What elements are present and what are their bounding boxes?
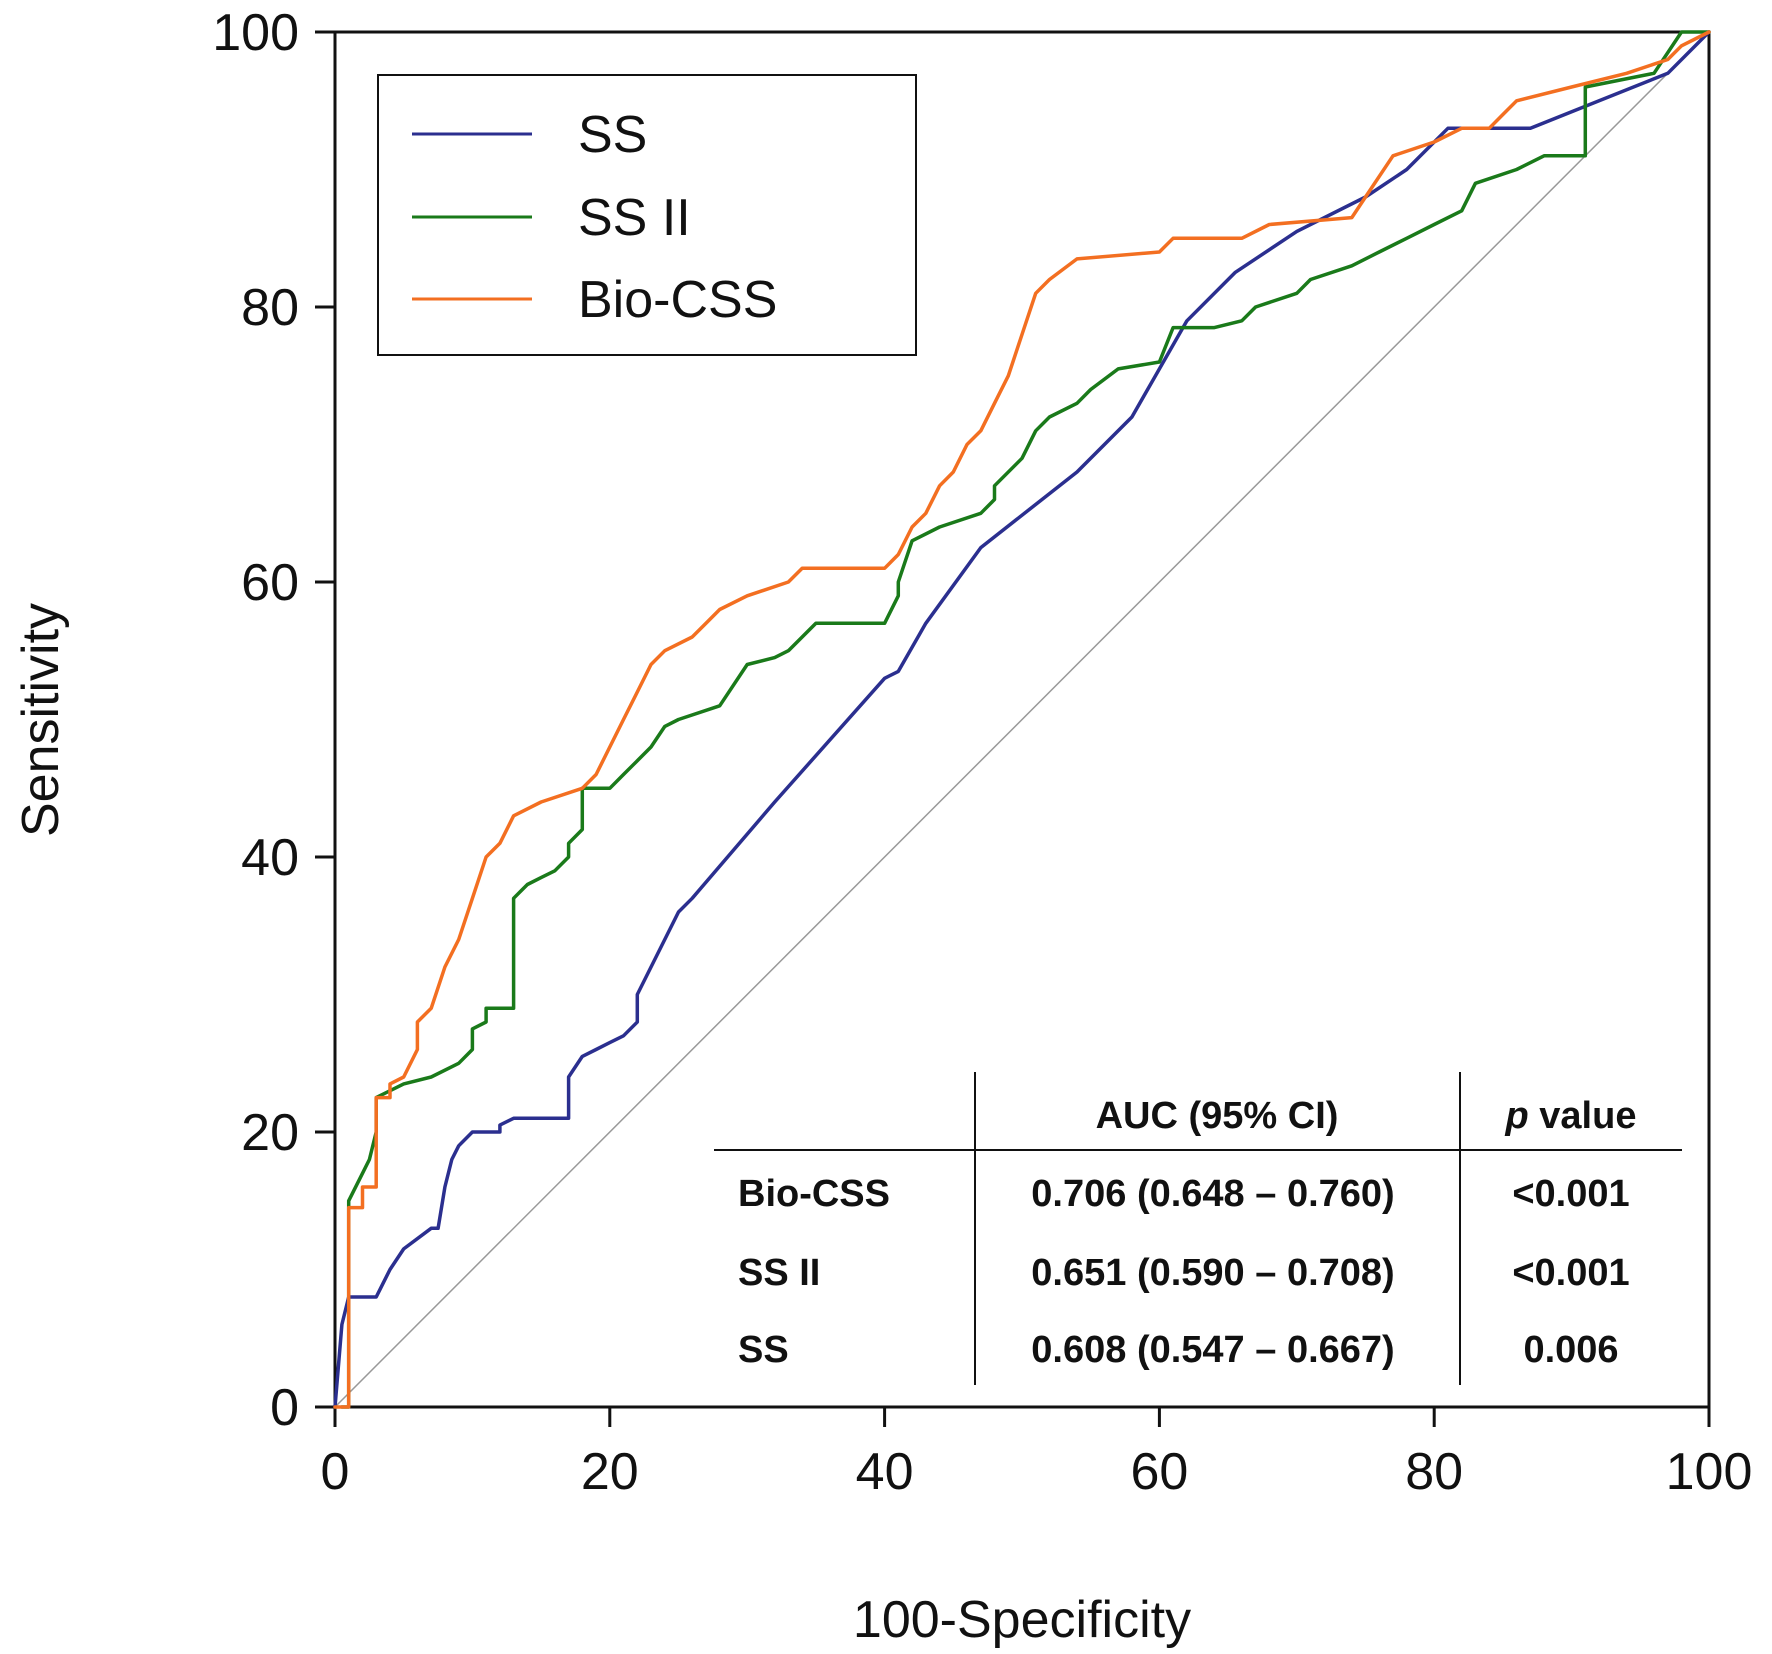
x-tick-label: 0 [321,1443,350,1501]
plot-frame [333,30,1711,1409]
auc-row-auc: 0.651 (0.590 – 0.708) [1031,1252,1394,1294]
y-tick-label: 80 [241,279,299,337]
y-tick-label: 20 [241,1104,299,1162]
x-axis-title: 100-Specificity [853,1591,1191,1649]
x-tick-label: 40 [856,1443,914,1501]
reference-layer [334,31,1710,1408]
legend-label-bio-css: Bio-CSS [578,271,777,329]
y-tick-label: 60 [241,554,299,612]
auc-row-model: SS [738,1329,789,1371]
y-axis-title: Sensitivity [12,603,70,837]
y-tick-label: 40 [241,829,299,887]
legend-label-ss-ii: SS II [578,189,691,247]
x-tick-label: 100 [1666,1443,1753,1501]
x-tick-label: 20 [581,1443,639,1501]
y-tick-label: 0 [270,1379,299,1437]
y-tick-label: 100 [212,4,299,62]
auc-table-header-p: p value [1505,1095,1637,1137]
roc-curve-ss-ii [340,30,1711,1409]
x-tick-label: 80 [1405,1443,1463,1501]
tick-layer: 0 20 40 60 80 100 0 20 40 60 80 100 [212,4,1752,1501]
roc-curve-bio-css [333,30,1711,1409]
auc-table-background [714,1068,1682,1386]
legend: SS SS II Bio-CSS [377,74,917,356]
reference-diagonal-line [334,31,1710,1408]
auc-table-header-auc: AUC (95% CI) [1096,1095,1339,1137]
x-tick-label: 60 [1130,1443,1188,1501]
auc-row-p: <0.001 [1512,1173,1629,1215]
auc-row-p: <0.001 [1512,1252,1629,1294]
auc-row-model: Bio-CSS [738,1173,890,1215]
series-layer [333,30,1711,1409]
legend-box [377,74,917,356]
legend-label-ss: SS [578,106,647,164]
auc-row-p: 0.006 [1523,1329,1618,1371]
auc-row-model: SS II [738,1252,820,1294]
auc-row-auc: 0.706 (0.648 – 0.760) [1031,1173,1394,1215]
auc-row-auc: 0.608 (0.547 – 0.667) [1031,1329,1394,1371]
auc-table: AUC (95% CI) p value Bio-CSS 0.706 (0.64… [714,1068,1682,1386]
